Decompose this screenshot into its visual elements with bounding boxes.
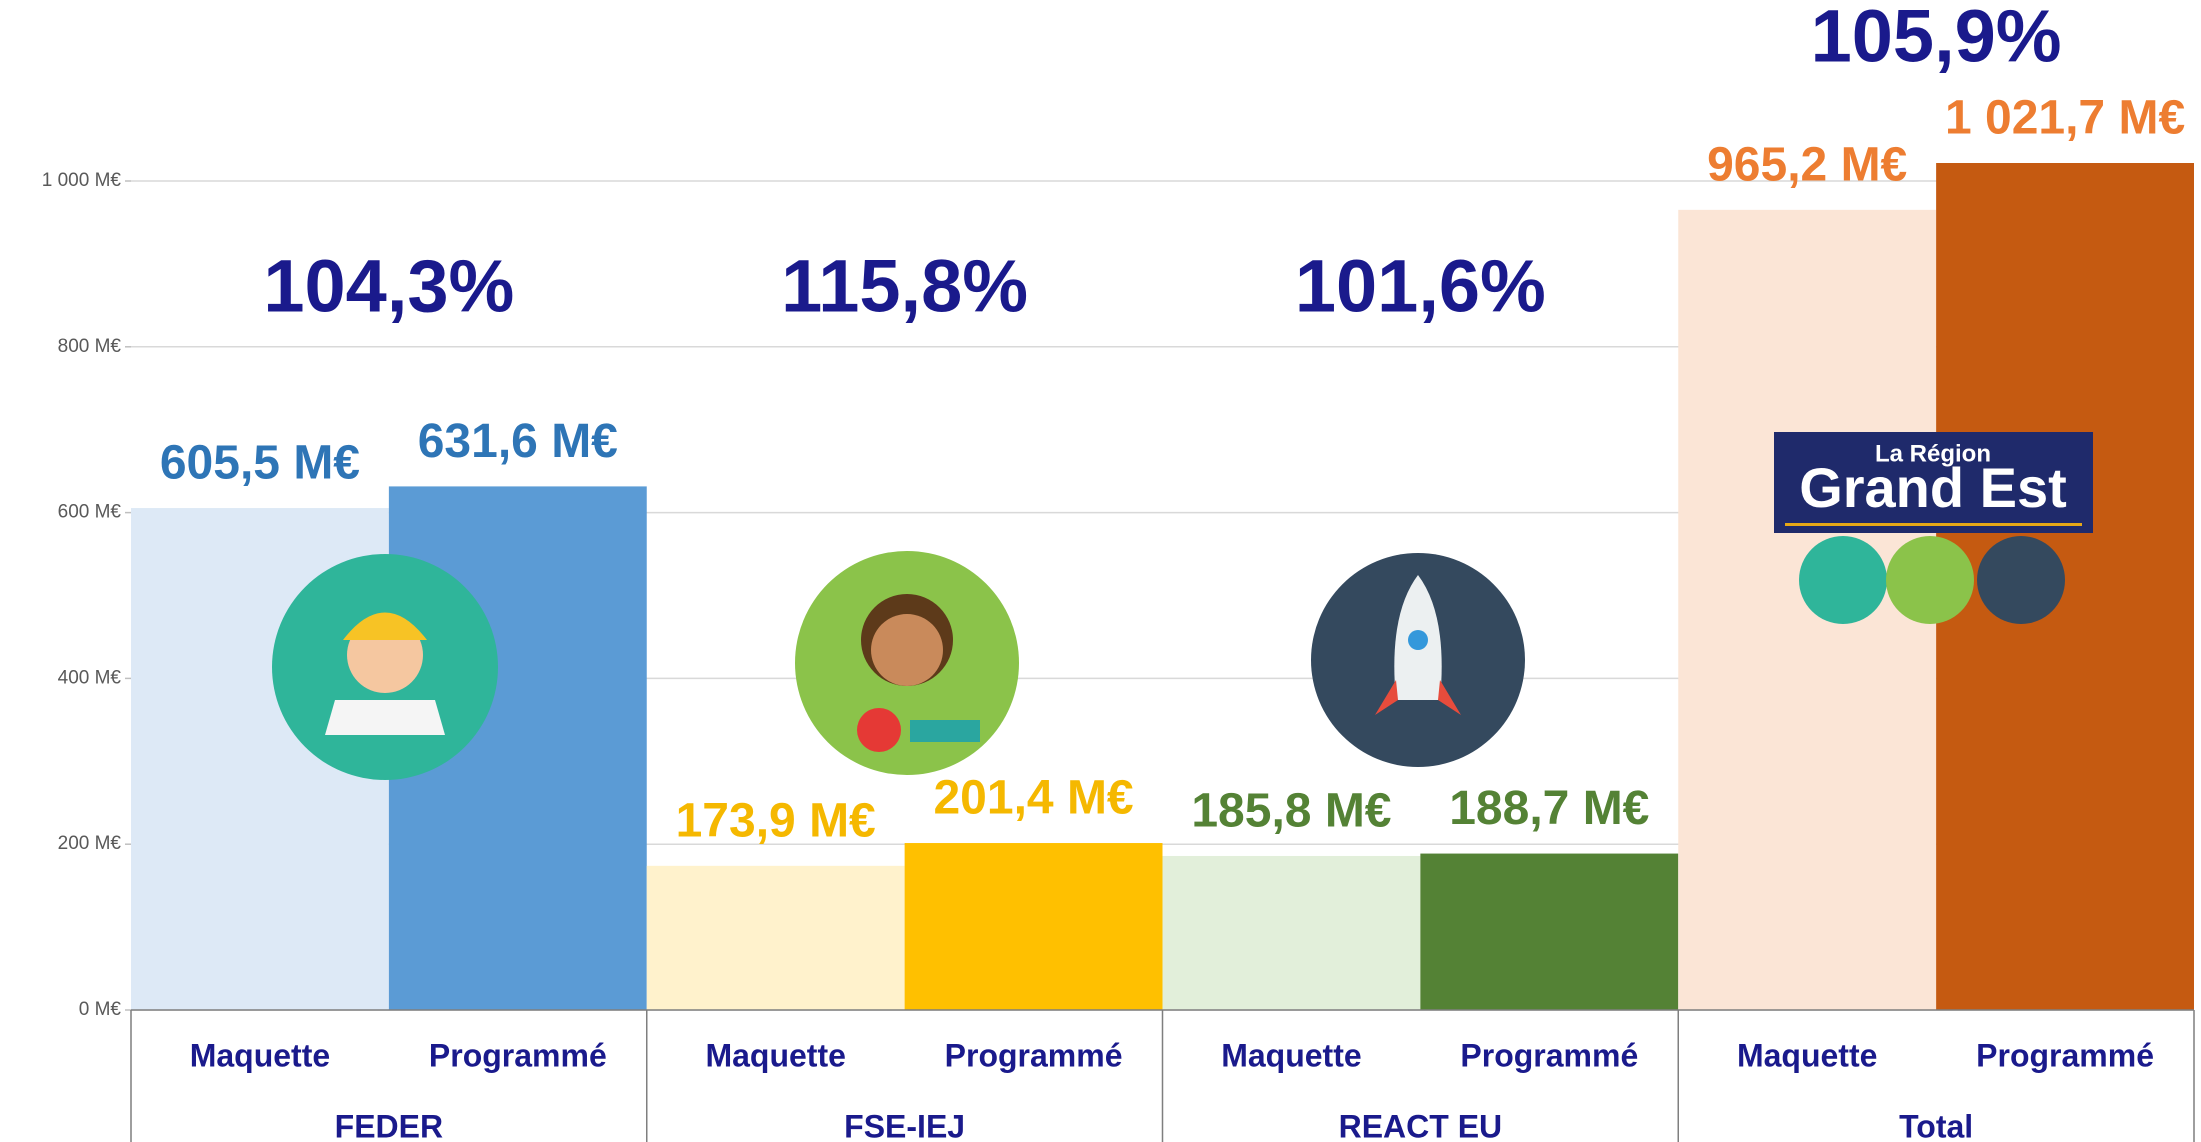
value-label: 188,7 M€ xyxy=(1449,782,1649,835)
icon-student-apple xyxy=(857,708,901,752)
value-label: 605,5 M€ xyxy=(160,437,360,490)
y-tick-label: 600 M€ xyxy=(58,502,122,523)
value-label: 173,9 M€ xyxy=(676,795,876,848)
y-tick-label: 400 M€ xyxy=(58,667,122,688)
group-label: Total xyxy=(1899,1108,1973,1142)
bar xyxy=(1420,853,1679,1010)
value-label: 185,8 M€ xyxy=(1191,785,1391,838)
y-tick-label: 0 M€ xyxy=(79,999,122,1020)
ratio-label: 105,9% xyxy=(1811,0,2062,78)
icons-layer: La Région Grand Est xyxy=(272,432,2093,780)
ratio-label: 104,3% xyxy=(263,245,514,328)
ratio-label: 101,6% xyxy=(1295,245,1546,328)
logo-line2: Grand Est xyxy=(1799,456,2067,519)
icon-rocket-fins xyxy=(1375,680,1461,715)
logo xyxy=(1774,432,2093,533)
bar-label: Maquette xyxy=(190,1037,330,1073)
value-label: 631,6 M€ xyxy=(418,415,618,468)
value-label: 201,4 M€ xyxy=(933,772,1133,825)
icon-rocket-small xyxy=(1977,536,2065,624)
logo-underline xyxy=(1785,523,2082,526)
y-tick-label: 200 M€ xyxy=(58,833,122,854)
bar xyxy=(1678,209,1937,1011)
value-label: 1 021,7 M€ xyxy=(1945,92,2185,145)
bar-label: Maquette xyxy=(1737,1037,1877,1073)
bar xyxy=(904,843,1163,1010)
bar-label: Programmé xyxy=(945,1037,1123,1073)
icon-student-face xyxy=(871,614,943,686)
y-tick-label: 1 000 M€ xyxy=(42,170,122,191)
bar-label: Programmé xyxy=(1976,1037,2154,1073)
ratio-label: 115,8% xyxy=(781,245,1028,328)
y-tick-label: 800 M€ xyxy=(58,336,122,357)
labels-layer: 0 M€ 200 M€ 400 M€ 600 M€ 800 M€ 1 000 M€ 605,… xyxy=(42,0,2194,1142)
icon-rocket-window xyxy=(1408,630,1428,650)
bar xyxy=(646,865,905,1010)
bar-label: Programmé xyxy=(1460,1037,1638,1073)
group-label: FEDER xyxy=(335,1108,443,1142)
bar xyxy=(1936,163,2194,1011)
group-label: FSE-IEJ xyxy=(844,1108,965,1142)
icon-worker-small xyxy=(1799,536,1887,624)
bar xyxy=(1162,855,1421,1010)
icon-student-small xyxy=(1886,536,1974,624)
group-label: REACT EU xyxy=(1339,1108,1503,1142)
bar-label: Programmé xyxy=(429,1037,607,1073)
icon-student-book xyxy=(910,720,980,742)
bar-label: Maquette xyxy=(1221,1037,1361,1073)
value-label: 965,2 M€ xyxy=(1707,139,1907,192)
logo-line1: La Région xyxy=(1875,440,1991,467)
icon-worker-helmet xyxy=(343,612,427,640)
bar-label: Maquette xyxy=(705,1037,845,1073)
bars-layer xyxy=(131,163,2194,1011)
icon-worker-body xyxy=(325,700,445,735)
